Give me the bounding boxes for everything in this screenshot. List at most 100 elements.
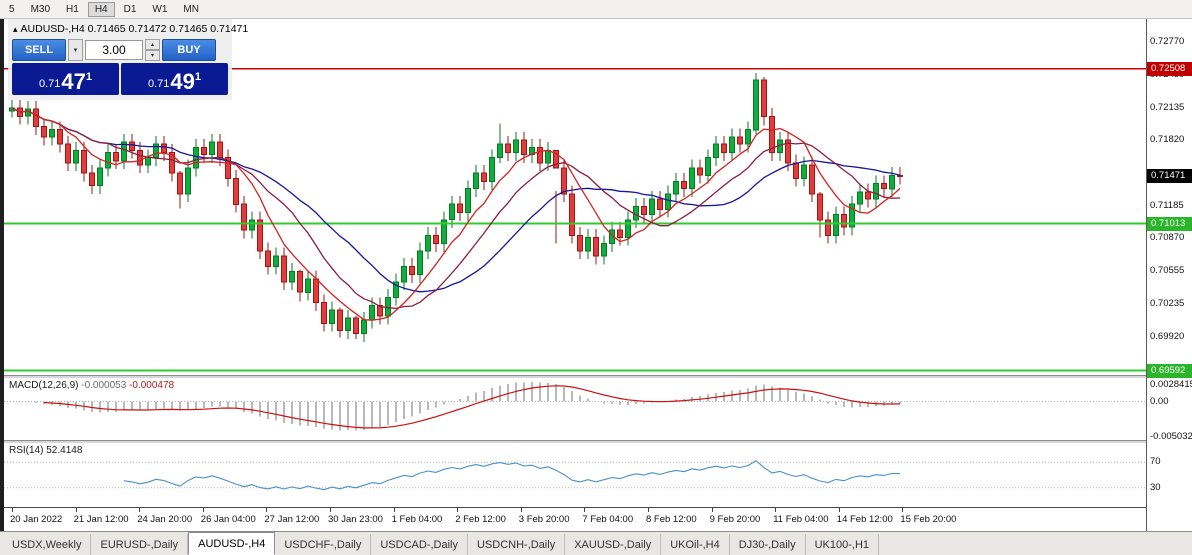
price-badge-current-price: 0.71471 — [1147, 169, 1192, 184]
sell-button[interactable]: SELL — [12, 39, 66, 61]
volume-increment-button[interactable]: ▴ — [145, 39, 160, 50]
time-tick — [139, 508, 141, 512]
macd-scale-label: -0.0050325 — [1150, 430, 1192, 442]
time-tick — [902, 508, 904, 512]
time-axis-label: 26 Jan 04:00 — [200, 514, 256, 525]
rsi-label: RSI(14) 52.4148 — [9, 445, 82, 456]
one-click-trading-panel: ▴ AUDUSD-,H4 0.71465 0.71472 0.71465 0.71… — [8, 19, 248, 100]
buy-button[interactable]: BUY — [162, 39, 216, 61]
price-scale-label: 0.71820 — [1150, 134, 1185, 146]
time-axis-label: 1 Feb 04:00 — [391, 514, 443, 525]
time-tick — [266, 508, 268, 512]
price-badge-resistance: 0.72508 — [1147, 61, 1192, 76]
price-badge-support-low: 0.69592 — [1147, 363, 1192, 378]
time-tick — [584, 508, 586, 512]
macd-label: MACD(12,26,9) -0.000053 -0.000478 — [9, 380, 174, 391]
time-tick — [330, 508, 331, 512]
chart-tab-eurusd-daily[interactable]: EURUSD-,Daily — [91, 534, 189, 555]
trade-prices-row: 0.71 47 1 0.71 49 1 — [12, 63, 228, 95]
trade-controls-row: SELL ▾ ▴ ▾ BUY — [12, 39, 228, 61]
price-scale-label: 0.71185 — [1150, 199, 1184, 211]
timeframe-button-h1[interactable]: H1 — [66, 3, 79, 15]
time-axis-label: 2 Feb 12:00 — [455, 514, 506, 525]
chart-symbol-period: AUDUSD-,H4 — [20, 23, 85, 35]
timeframe-button-w1[interactable]: W1 — [152, 3, 168, 15]
macd-name: MACD(12,26,9) — [9, 380, 79, 391]
chart-tab-audusd-h4[interactable]: AUDUSD-,H4 — [188, 532, 276, 555]
price-chart-canvas[interactable] — [4, 19, 1146, 375]
macd-pane: MACD(12,26,9) -0.000053 -0.000478 — [4, 378, 1146, 440]
chart-panes: ▴ AUDUSD-,H4 0.71465 0.71472 0.71465 0.71… — [4, 19, 1146, 531]
time-axis-label: 8 Feb 12:00 — [646, 514, 697, 525]
sell-price-display[interactable]: 0.71 47 1 — [12, 63, 119, 95]
macd-main-value: -0.000053 — [81, 380, 127, 391]
chart-title: ▴ AUDUSD-,H4 0.71465 0.71472 0.71465 0.71… — [12, 21, 248, 39]
time-axis-label: 9 Feb 20:00 — [709, 514, 761, 525]
sell-price-big: 47 — [61, 69, 86, 94]
price-scale-label: 0.70235 — [1150, 298, 1185, 310]
chevron-down-icon: ▾ — [73, 47, 78, 54]
rsi-scale-label: 70 — [1150, 456, 1161, 468]
time-tick — [711, 508, 713, 512]
sell-price-prefix: 0.71 — [38, 78, 61, 90]
chart-tab-xauusd-daily[interactable]: XAUUSD-,Daily — [565, 534, 662, 555]
chart-tabs-bar: USDX,Weekly EURUSD-,Daily AUDUSD-,H4 USDCHF… — [0, 531, 1192, 555]
time-axis-label: 21 Jan 12:00 — [73, 514, 129, 525]
time-axis-label: 7 Feb 04:00 — [582, 514, 634, 525]
chart-tab-usdcad-daily[interactable]: USDCAD-,Daily — [371, 534, 468, 555]
price-scale-label: 0.69920 — [1150, 330, 1185, 342]
pane-divider[interactable] — [4, 440, 1146, 443]
buy-price-pip: 1 — [194, 71, 202, 83]
pane-divider[interactable] — [4, 375, 1146, 378]
volume-dropdown-button[interactable]: ▾ — [68, 39, 83, 61]
sell-price-pip: 1 — [85, 71, 93, 83]
buy-price-big: 49 — [170, 69, 195, 94]
timeframe-button-h4[interactable]: H4 — [87, 1, 115, 17]
time-tick — [393, 508, 395, 512]
rsi-chart-canvas[interactable] — [4, 443, 1146, 507]
time-tick — [457, 508, 459, 512]
collapse-arrow-icon[interactable]: ▴ — [13, 24, 18, 34]
rsi-scale-label: 30 — [1150, 481, 1161, 493]
chart-ohlc: 0.71465 0.71472 0.71465 0.71471 — [87, 23, 249, 35]
chart-tab-uk100-h1[interactable]: UK100-,H1 — [806, 534, 880, 555]
time-axis[interactable]: 20 Jan 2022 21 Jan 12:00 24 Jan 20:00 26 Ja… — [4, 507, 1146, 531]
volume-spinner: ▴ ▾ — [145, 39, 160, 61]
chart-tab-dj30-daily[interactable]: DJ30-,Daily — [730, 534, 806, 555]
price-pane: ▴ AUDUSD-,H4 0.71465 0.71472 0.71465 0.71… — [4, 19, 1146, 375]
time-axis-label: 20 Jan 2022 — [10, 514, 63, 525]
volume-decrement-button[interactable]: ▾ — [145, 50, 160, 61]
buy-price-display[interactable]: 0.71 49 1 — [121, 63, 228, 95]
price-scale[interactable]: 0.727700.724500.721350.718200.711850.708… — [1146, 19, 1192, 531]
timeframe-button-5[interactable]: 5 — [9, 3, 15, 15]
rsi-pane: RSI(14) 52.4148 — [4, 443, 1146, 507]
chart-region: ▴ AUDUSD-,H4 0.71465 0.71472 0.71465 0.71… — [0, 19, 1192, 531]
timeframe-button-mn[interactable]: MN — [183, 3, 199, 15]
rsi-value: 52.4148 — [46, 445, 83, 456]
volume-input[interactable] — [85, 40, 143, 60]
chart-tab-usdchf-daily[interactable]: USDCHF-,Daily — [275, 534, 372, 555]
time-tick — [775, 508, 777, 512]
time-axis-label: 11 Feb 04:00 — [773, 514, 829, 525]
time-axis-label: 27 Jan 12:00 — [264, 514, 320, 525]
chart-tab-usdx-weekly[interactable]: USDX,Weekly — [3, 534, 92, 555]
macd-chart-canvas[interactable] — [4, 378, 1146, 440]
time-tick — [648, 508, 649, 512]
buy-price-prefix: 0.71 — [147, 78, 170, 90]
price-scale-label: 0.70555 — [1150, 265, 1185, 276]
macd-signal-value: -0.000478 — [129, 380, 175, 391]
price-badge-support: 0.71013 — [1147, 216, 1192, 231]
chart-tab-ukoil-h4[interactable]: UKOil-,H4 — [661, 534, 730, 555]
timeframe-button-m30[interactable]: M30 — [30, 3, 51, 15]
price-scale-label: 0.70870 — [1150, 232, 1185, 244]
time-axis-label: 30 Jan 23:00 — [328, 514, 383, 525]
time-tick — [520, 508, 522, 512]
time-tick — [12, 508, 13, 512]
chart-tab-usdcnh-daily[interactable]: USDCNH-,Daily — [468, 534, 566, 555]
macd-scale-label: 0.00 — [1150, 395, 1169, 407]
price-scale-label: 0.72135 — [1150, 101, 1185, 113]
timeframe-button-d1[interactable]: D1 — [123, 3, 137, 15]
time-tick — [75, 508, 77, 512]
rsi-name: RSI(14) — [9, 445, 44, 456]
